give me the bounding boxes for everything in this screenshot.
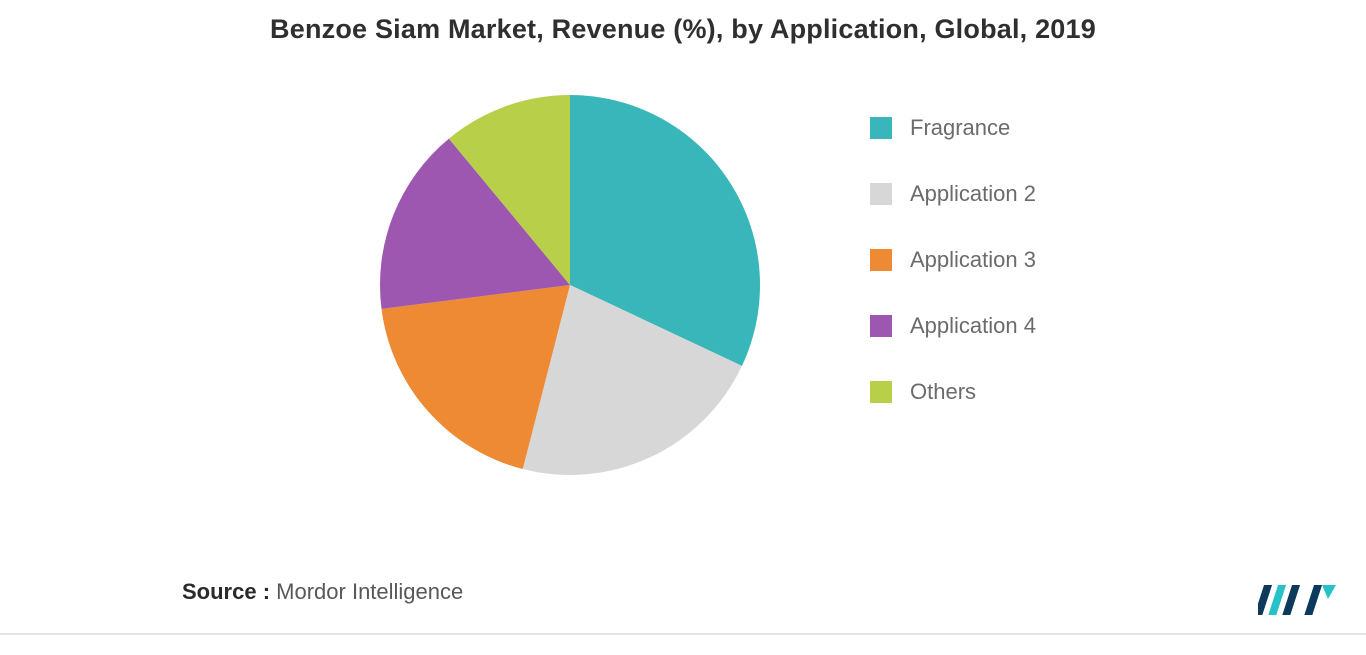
legend-label: Application 4 [910,313,1036,339]
legend-swatch [870,183,892,205]
legend-item: Others [870,379,1036,405]
legend-item: Application 4 [870,313,1036,339]
legend-label: Others [910,379,976,405]
legend-item: Application 3 [870,247,1036,273]
legend: Fragrance Application 2 Application 3 Ap… [870,115,1036,405]
legend-swatch [870,381,892,403]
legend-item: Application 2 [870,181,1036,207]
brand-logo-svg [1258,579,1338,621]
legend-swatch [870,315,892,337]
brand-logo [1258,579,1338,621]
chart-title: Benzoe Siam Market, Revenue (%), by Appl… [0,14,1366,45]
source-line: Source : Mordor Intelligence [182,579,463,605]
legend-swatch [870,117,892,139]
source-text: Mordor Intelligence [276,579,463,604]
legend-item: Fragrance [870,115,1036,141]
legend-swatch [870,249,892,271]
divider [0,633,1366,635]
legend-label: Fragrance [910,115,1010,141]
legend-label: Application 3 [910,247,1036,273]
pie-svg [370,85,770,485]
source-label: Source : [182,579,270,604]
pie-chart [370,85,770,485]
chart-container: Benzoe Siam Market, Revenue (%), by Appl… [0,0,1366,655]
legend-label: Application 2 [910,181,1036,207]
